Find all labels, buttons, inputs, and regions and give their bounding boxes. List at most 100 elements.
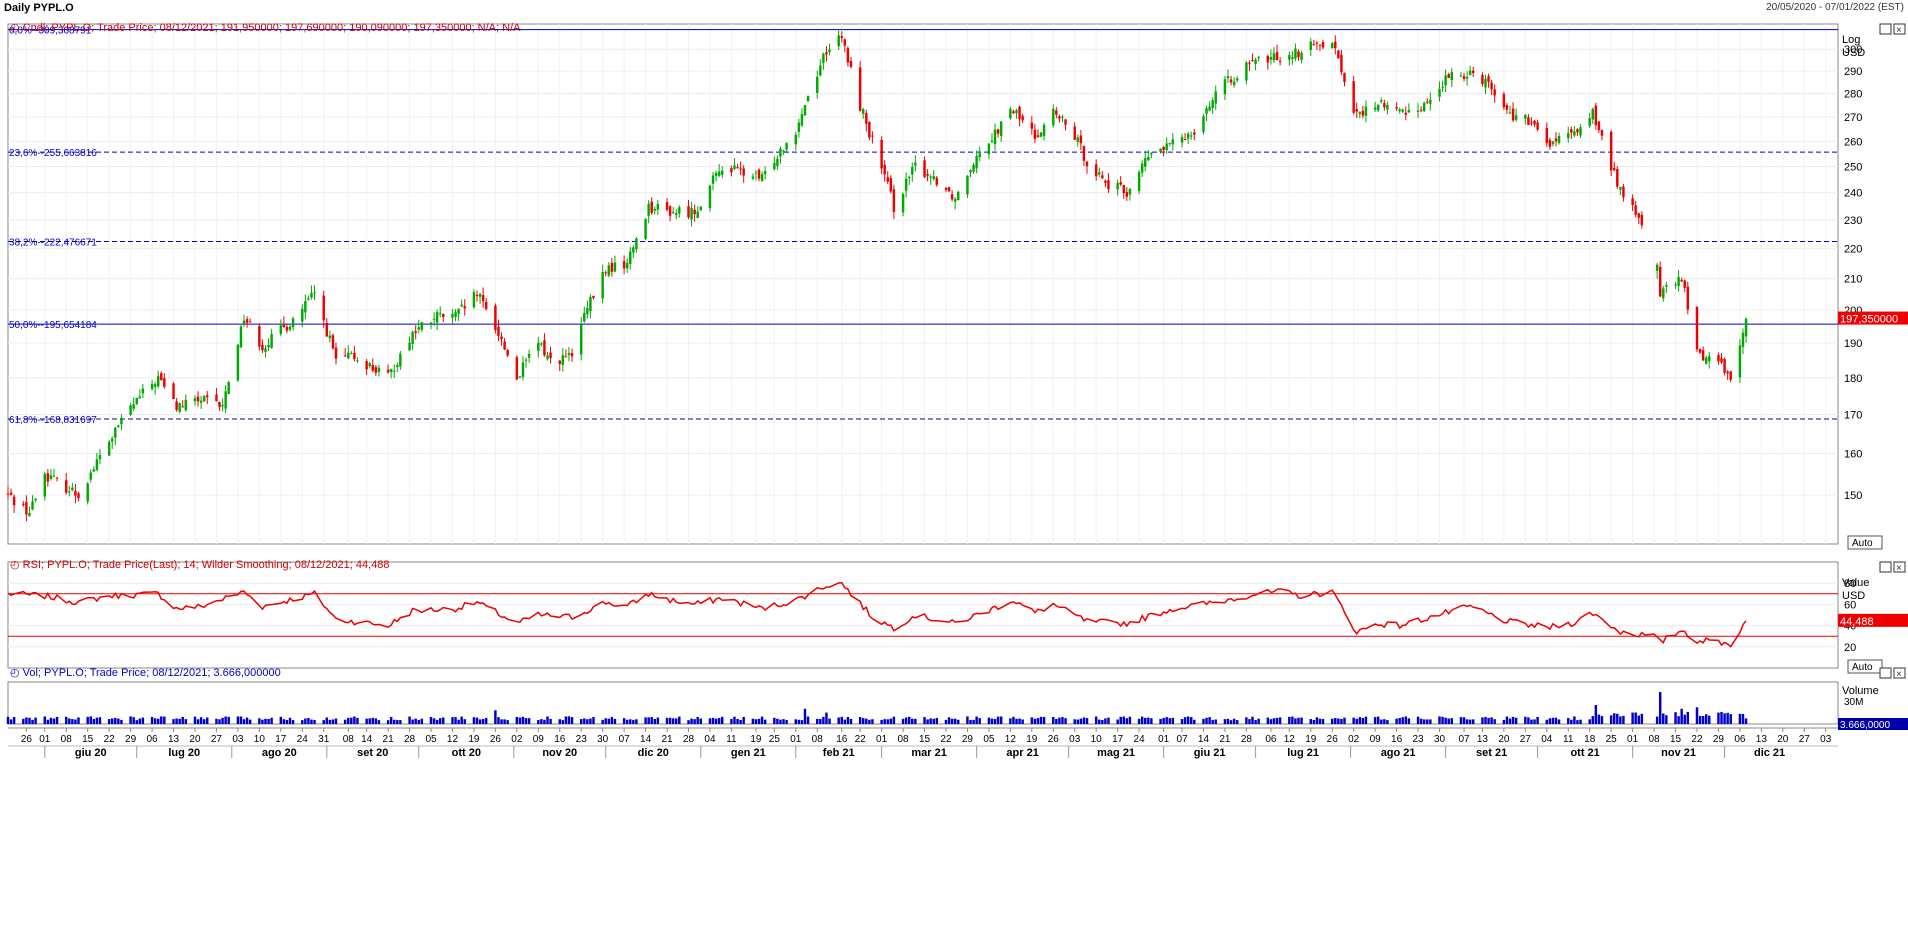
- candle-body: [546, 355, 549, 360]
- rsi-close-icon[interactable]: [1893, 561, 1906, 573]
- volume-bar: [107, 719, 111, 724]
- volume-bar: [1073, 719, 1076, 724]
- volume-close-glyph: ×: [1896, 669, 1902, 680]
- rsi-restore-icon[interactable]: [1879, 561, 1892, 573]
- candle-body: [668, 206, 672, 216]
- price-auto-button[interactable]: [1847, 535, 1883, 550]
- x-day-label: 31: [318, 734, 330, 745]
- volume-bar: [656, 717, 660, 724]
- candle-body: [460, 304, 463, 307]
- volume-bar: [368, 718, 371, 724]
- candle-body: [1355, 109, 1358, 112]
- price-tick-label: 210: [1844, 274, 1862, 286]
- x-day-label: 26: [1048, 734, 1060, 745]
- x-day-label: 23: [576, 734, 588, 745]
- volume-bar: [950, 718, 954, 724]
- candle-body: [561, 355, 565, 365]
- candle-body: [625, 262, 629, 269]
- volume-restore-icon[interactable]: [1879, 667, 1892, 679]
- volume-bar: [1257, 718, 1260, 724]
- candle-body: [693, 209, 696, 215]
- volume-bar: [1533, 719, 1536, 724]
- volume-bar: [120, 719, 123, 724]
- candle-body: [12, 496, 16, 506]
- volume-bar: [202, 719, 206, 724]
- candle-body: [282, 323, 286, 328]
- price-restore-icon[interactable]: [1879, 23, 1892, 35]
- volume-bar: [500, 719, 503, 724]
- candle-body: [1150, 153, 1153, 155]
- volume-bar: [840, 716, 843, 724]
- volume-bar: [429, 717, 433, 724]
- x-day-label: 20: [1777, 734, 1789, 745]
- candle-body: [365, 361, 368, 370]
- volume-bar: [521, 716, 525, 724]
- candle-body: [114, 427, 117, 438]
- volume-bar: [239, 716, 243, 724]
- x-month-label: set 20: [357, 747, 388, 759]
- candle-body: [1634, 205, 1637, 215]
- volume-bar: [1545, 719, 1549, 724]
- x-day-label: 04: [1541, 734, 1553, 745]
- x-day-label: 09: [1370, 734, 1382, 745]
- volume-bar: [1444, 717, 1447, 724]
- candle-body: [1441, 86, 1444, 88]
- volume-bar: [371, 717, 374, 724]
- candle-body: [199, 400, 203, 403]
- volume-bar: [583, 718, 586, 724]
- volume-bar: [926, 719, 929, 724]
- candle-body: [607, 265, 611, 276]
- volume-bar: [267, 718, 270, 724]
- candle-body: [129, 405, 132, 415]
- candle-body: [990, 140, 994, 142]
- volume-bar: [1094, 716, 1098, 724]
- x-day-label: 08: [1649, 734, 1661, 745]
- volume-bar: [868, 719, 871, 724]
- price-close-icon[interactable]: [1893, 23, 1906, 35]
- candle-body: [1536, 122, 1539, 130]
- candle-body: [331, 335, 335, 349]
- rsi-auto-button[interactable]: [1847, 659, 1883, 674]
- x-month-label: giu 20: [75, 747, 107, 759]
- volume-bar: [181, 716, 184, 724]
- candle-body: [68, 491, 71, 493]
- volume-close-icon[interactable]: [1893, 667, 1906, 679]
- candle-body: [932, 176, 935, 180]
- volume-bar: [1481, 717, 1484, 724]
- volume-bar: [561, 720, 565, 724]
- volume-bar: [782, 719, 785, 724]
- candle-body: [475, 294, 479, 296]
- volume-bar: [1462, 717, 1466, 724]
- candle-body: [800, 114, 804, 126]
- x-day-label: 17: [1112, 734, 1124, 745]
- volume-bar: [43, 716, 47, 724]
- candle-body: [1116, 183, 1119, 190]
- volume-bar: [1159, 718, 1162, 724]
- candle-body: [1202, 116, 1205, 133]
- volume-bar: [527, 718, 531, 724]
- candle-body: [52, 475, 56, 477]
- candle-body: [911, 166, 914, 175]
- volume-bar: [414, 718, 417, 724]
- candle-body: [1429, 99, 1432, 104]
- candle-body: [25, 501, 28, 515]
- volume-bar: [331, 719, 335, 724]
- x-day-label: 30: [597, 734, 609, 745]
- volume-bar: [1380, 719, 1383, 724]
- volume-bar: [1426, 719, 1429, 724]
- volume-bar: [1211, 719, 1214, 724]
- volume-bar: [579, 719, 583, 724]
- x-day-label: 27: [1520, 734, 1532, 745]
- candle-body: [328, 335, 332, 339]
- candle-body: [267, 345, 270, 348]
- candle-body: [9, 492, 13, 495]
- rsi-axis-title-1: Value: [1842, 577, 1869, 589]
- volume-bar: [987, 717, 991, 724]
- candle-body: [1686, 286, 1690, 310]
- volume-tick-label: 30M: [1844, 697, 1863, 708]
- volume-bar: [1085, 718, 1089, 724]
- candle-body: [28, 512, 31, 517]
- candle-body: [89, 472, 92, 480]
- x-day-label: 28: [1241, 734, 1253, 745]
- price-tick-label: 300: [1844, 44, 1862, 56]
